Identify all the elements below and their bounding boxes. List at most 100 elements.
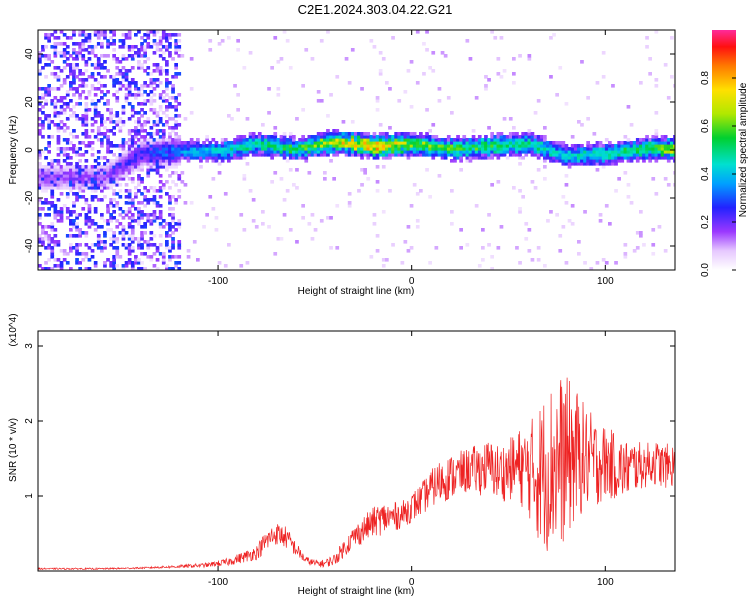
heatmap-cell (72, 150, 76, 154)
heatmap-cell (112, 81, 116, 85)
heatmap-cell (456, 156, 460, 160)
heatmap-cell (375, 189, 380, 193)
heatmap-cell (251, 147, 256, 151)
heatmap-cell (288, 147, 293, 151)
heatmap-cell (90, 195, 95, 199)
heatmap-cell (493, 138, 498, 142)
heatmap-cell (53, 177, 58, 181)
heatmap-cell (106, 168, 110, 172)
heatmap-cell (140, 144, 144, 148)
heatmap-cell (273, 150, 278, 154)
heatmap-cell (143, 156, 147, 160)
heatmap-cell (199, 153, 203, 157)
heatmap-cell (397, 135, 402, 139)
heatmap-cell (100, 216, 104, 220)
heatmap-cell (137, 120, 141, 124)
heatmap-cell (93, 183, 98, 187)
heatmap-cell (533, 138, 538, 142)
heatmap-cell (319, 150, 324, 154)
heatmap-cell (124, 75, 129, 79)
heatmap-cell (168, 150, 172, 154)
heatmap-cell (369, 141, 374, 145)
heatmap-cell (90, 123, 95, 127)
heatmap-cell (177, 147, 182, 151)
heatmap-cell (56, 75, 61, 79)
heatmap-cell (112, 165, 116, 169)
heatmap-cell (171, 225, 175, 229)
heatmap-cell (155, 114, 160, 118)
heatmap-cell (134, 96, 138, 100)
heatmap-cell (118, 153, 123, 157)
heatmap-cell (292, 147, 296, 151)
heatmap-cell (93, 165, 98, 169)
heatmap-cell (146, 144, 151, 148)
heatmap-cell (586, 150, 590, 154)
heatmap-cell (502, 117, 507, 121)
heatmap-cell (288, 66, 293, 70)
heatmap-cell (50, 222, 55, 226)
heatmap-cell (505, 141, 510, 145)
heatmap-cell (140, 102, 144, 106)
heatmap-cell (103, 246, 107, 250)
heatmap-cell (47, 54, 51, 58)
heatmap-cell (450, 150, 454, 154)
heatmap-cell (431, 123, 436, 127)
heatmap-cell (127, 195, 132, 199)
heatmap-cell (149, 153, 154, 157)
heatmap-cell (62, 153, 67, 157)
heatmap-cell (335, 144, 340, 148)
heatmap-cell (161, 33, 166, 37)
heatmap-cell (121, 228, 126, 232)
heatmap-cell (121, 111, 126, 115)
heatmap-cell (564, 174, 569, 178)
heatmap-cell (536, 144, 541, 148)
heatmap-cell (230, 147, 234, 151)
heatmap-cell (443, 150, 448, 154)
heatmap-cell (211, 153, 216, 157)
heatmap-cell (124, 189, 129, 193)
heatmap-cell (106, 69, 110, 73)
heatmap-cell (146, 198, 151, 202)
heatmap-cell (543, 150, 547, 154)
heatmap-cell (130, 231, 135, 235)
heatmap-cell (248, 138, 253, 142)
heatmap-cell (106, 39, 110, 43)
heatmap-cell (409, 150, 414, 154)
heatmap-cell (530, 141, 535, 145)
heatmap-cell (143, 222, 147, 226)
heatmap-cell (632, 147, 637, 151)
heatmap-cell (109, 168, 113, 172)
heatmap-cell (44, 99, 48, 103)
heatmap-cell (512, 144, 516, 148)
heatmap-cell (72, 183, 76, 187)
heatmap-cell (261, 141, 265, 145)
heatmap-cell (146, 66, 151, 70)
heatmap-cell (155, 138, 160, 142)
heatmap-cell (96, 114, 101, 118)
heatmap-cell (130, 165, 135, 169)
heatmap-cell (65, 192, 70, 196)
heatmap-cell (484, 87, 488, 91)
heatmap-cell (137, 216, 141, 220)
heatmap-cell (121, 150, 126, 154)
heatmap-cell (477, 264, 482, 268)
heatmap-cell (93, 54, 98, 58)
heatmap-cell (412, 144, 417, 148)
heatmap-cell (146, 30, 151, 34)
heatmap-cell (555, 156, 559, 160)
heatmap-cell (422, 153, 426, 157)
heatmap-cell (217, 171, 222, 175)
heatmap-cell (130, 249, 135, 253)
heatmap-cell (648, 141, 652, 145)
heatmap-cell (165, 93, 169, 97)
heatmap-cell (127, 192, 132, 196)
heatmap-cell (375, 180, 380, 184)
heatmap-cell (124, 72, 129, 76)
heatmap-cell (53, 210, 58, 214)
heatmap-cell (93, 114, 98, 118)
heatmap-cell (549, 75, 553, 79)
heatmap-cell (65, 117, 70, 121)
heatmap-cell (415, 81, 420, 85)
heatmap-cell (273, 36, 278, 40)
heatmap-cell (471, 150, 476, 154)
